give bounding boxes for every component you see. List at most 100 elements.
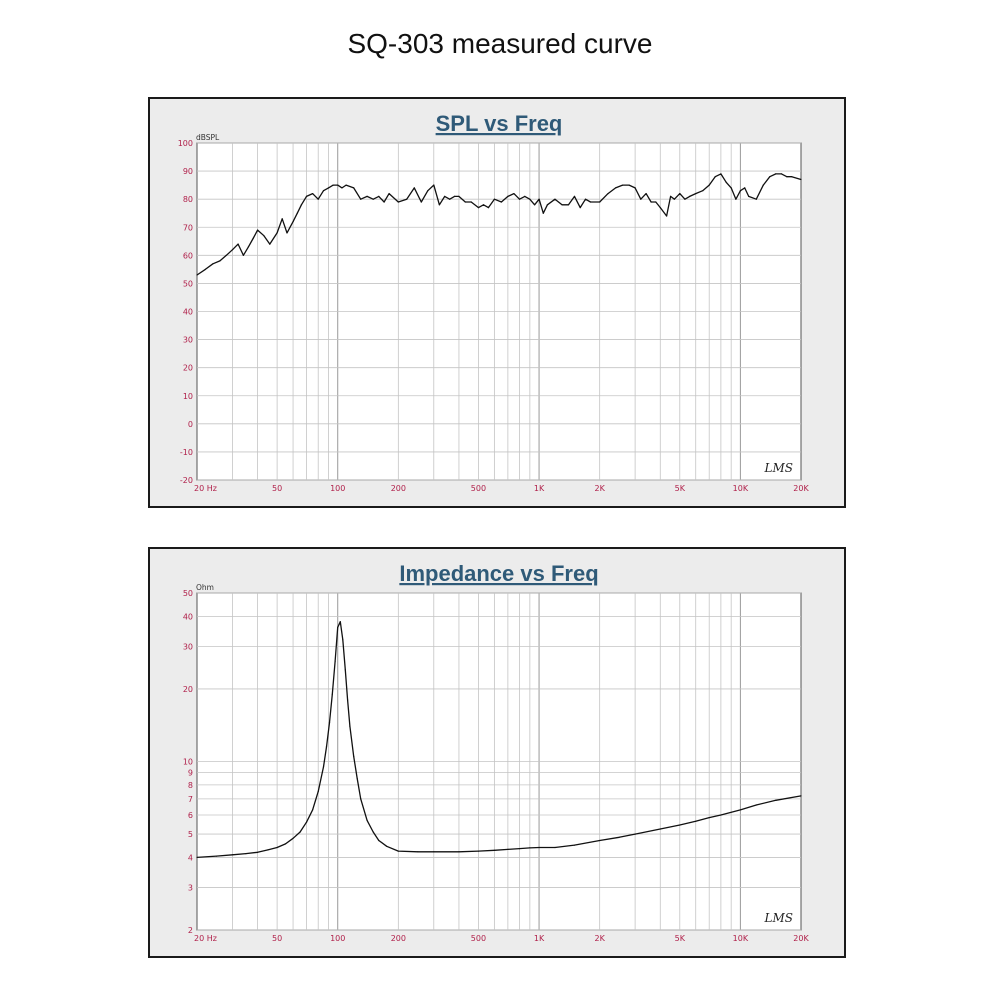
data-point xyxy=(337,184,339,186)
data-point xyxy=(673,198,676,200)
data-point xyxy=(342,639,344,641)
data-point xyxy=(406,198,408,200)
data-point xyxy=(670,195,672,197)
y-tick-label: 80 xyxy=(183,195,193,204)
data-point xyxy=(725,181,727,183)
y-tick-label: 7 xyxy=(188,795,193,804)
data-points xyxy=(196,621,802,858)
x-tick-label: 20 Hz xyxy=(194,934,217,943)
data-point xyxy=(589,201,592,203)
data-point xyxy=(331,693,333,695)
data-point xyxy=(267,849,269,851)
data-point xyxy=(225,254,227,256)
y-axis-label: dBSPL xyxy=(196,133,220,142)
x-tick-label: 10K xyxy=(733,934,749,943)
data-point xyxy=(247,246,249,248)
x-tick-label: 200 xyxy=(391,934,406,943)
data-point xyxy=(546,204,548,206)
y-tick-label: 20 xyxy=(183,364,193,373)
grid xyxy=(197,592,801,931)
data-point xyxy=(231,854,234,856)
data-point xyxy=(744,187,746,189)
data-point xyxy=(305,821,308,823)
data-point xyxy=(242,254,244,256)
data-point xyxy=(529,198,531,200)
x-tick-label: 200 xyxy=(391,484,406,493)
page-title: SQ-303 measured curve xyxy=(347,28,653,59)
data-point xyxy=(599,201,601,203)
x-tick-label: 1K xyxy=(534,484,545,493)
chart-title: SPL vs Freq xyxy=(436,111,563,136)
data-point xyxy=(433,851,435,853)
data-point xyxy=(730,187,732,189)
data-point xyxy=(477,207,480,209)
data-point xyxy=(786,176,788,178)
data-point xyxy=(337,626,339,628)
data-point xyxy=(281,218,283,220)
y-tick-label: 3 xyxy=(188,884,193,893)
data-point xyxy=(584,198,587,200)
data-point xyxy=(305,195,308,197)
x-tick-label: 50 xyxy=(272,484,282,493)
data-point xyxy=(640,198,642,200)
data-point xyxy=(775,173,777,175)
data-point xyxy=(345,184,347,186)
data-point xyxy=(433,184,435,186)
y-tick-label: 50 xyxy=(183,589,193,598)
grid xyxy=(197,142,801,481)
y-tick-label: 30 xyxy=(183,642,193,651)
data-point xyxy=(542,212,544,214)
data-point xyxy=(252,237,254,240)
data-point xyxy=(366,819,368,821)
data-point xyxy=(427,190,429,192)
y-tick-label: 40 xyxy=(183,308,193,317)
data-point xyxy=(762,184,764,186)
y-tick-label: 50 xyxy=(183,279,193,288)
y-tick-label: 60 xyxy=(183,251,193,260)
x-tick-label: 2K xyxy=(594,484,605,493)
data-point xyxy=(628,184,630,186)
data-point xyxy=(300,204,302,206)
data-point xyxy=(322,766,325,768)
x-tick-label: 5K xyxy=(675,934,686,943)
x-tick-label: 500 xyxy=(471,934,486,943)
x-tick-label: 50 xyxy=(272,934,282,943)
data-point xyxy=(634,187,636,189)
data-point xyxy=(322,190,325,192)
data-point xyxy=(332,184,334,186)
data-point xyxy=(622,184,624,186)
data-point xyxy=(748,195,750,197)
y-tick-label: 40 xyxy=(183,612,193,621)
data-point xyxy=(518,848,521,850)
x-tick-label: 500 xyxy=(471,484,486,493)
data-point xyxy=(513,193,515,195)
data-point xyxy=(739,809,742,811)
x-tick-label: 100 xyxy=(330,934,345,943)
data-point xyxy=(196,856,198,858)
x-tick-label: 20K xyxy=(793,934,809,943)
data-point xyxy=(561,204,563,206)
data-point xyxy=(269,243,271,245)
data-point xyxy=(702,190,704,192)
data-point xyxy=(212,263,214,265)
data-point xyxy=(755,198,757,200)
data-point xyxy=(334,660,336,663)
data-point xyxy=(666,215,668,217)
data-point xyxy=(500,201,502,203)
data-point xyxy=(695,820,697,822)
data-point xyxy=(487,207,489,209)
y-tick-label: -20 xyxy=(180,476,193,485)
y-tick-label: 10 xyxy=(183,758,193,767)
x-tick-label: 10K xyxy=(733,484,749,493)
data-point xyxy=(341,187,343,189)
data-point xyxy=(482,204,485,206)
y-tick-label: 90 xyxy=(183,167,193,176)
data-point xyxy=(378,195,380,197)
data-point xyxy=(219,260,221,262)
y-tick-label: 100 xyxy=(178,139,193,148)
data-point xyxy=(356,777,358,780)
data-point xyxy=(650,201,652,203)
y-axis-label: Ohm xyxy=(196,583,214,592)
data-point xyxy=(708,817,710,819)
data-point xyxy=(554,198,556,200)
